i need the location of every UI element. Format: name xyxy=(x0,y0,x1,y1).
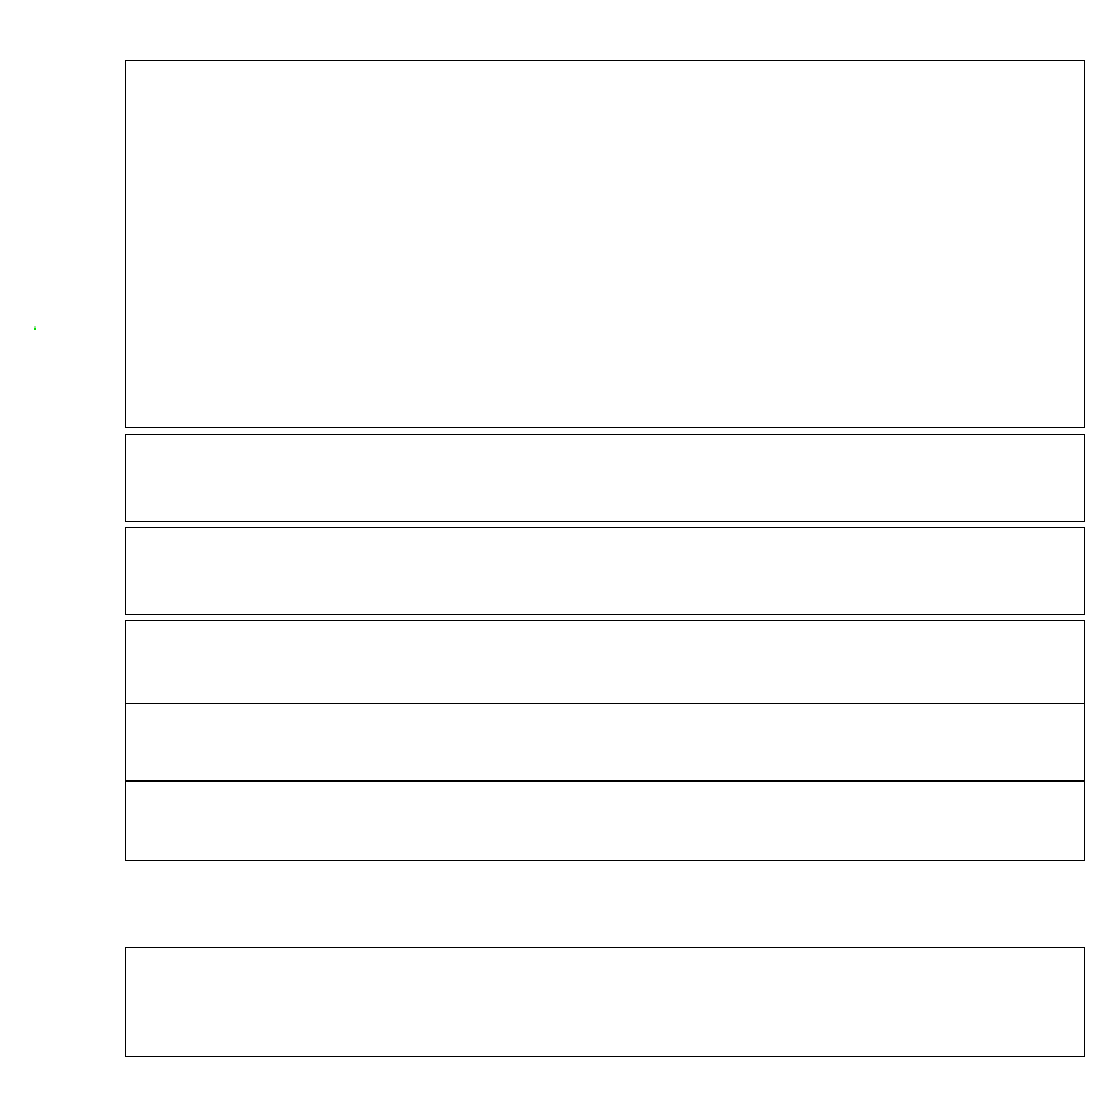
panel-precipitation xyxy=(125,947,1085,1057)
top-date-axis xyxy=(125,44,1085,60)
bottom-date-axis xyxy=(125,1062,1085,1080)
panel-lifted-index-cape xyxy=(125,527,1085,615)
panel-cloud-cover xyxy=(125,864,1085,944)
panel-wind-10m xyxy=(125,620,1085,708)
panel-slp-thickness xyxy=(125,434,1085,522)
panel-rh-2m xyxy=(125,781,1085,861)
panel-temp-dewpt-2m xyxy=(125,703,1085,781)
rh-legend-swatch xyxy=(34,326,36,330)
panel-upper-air xyxy=(125,60,1085,428)
